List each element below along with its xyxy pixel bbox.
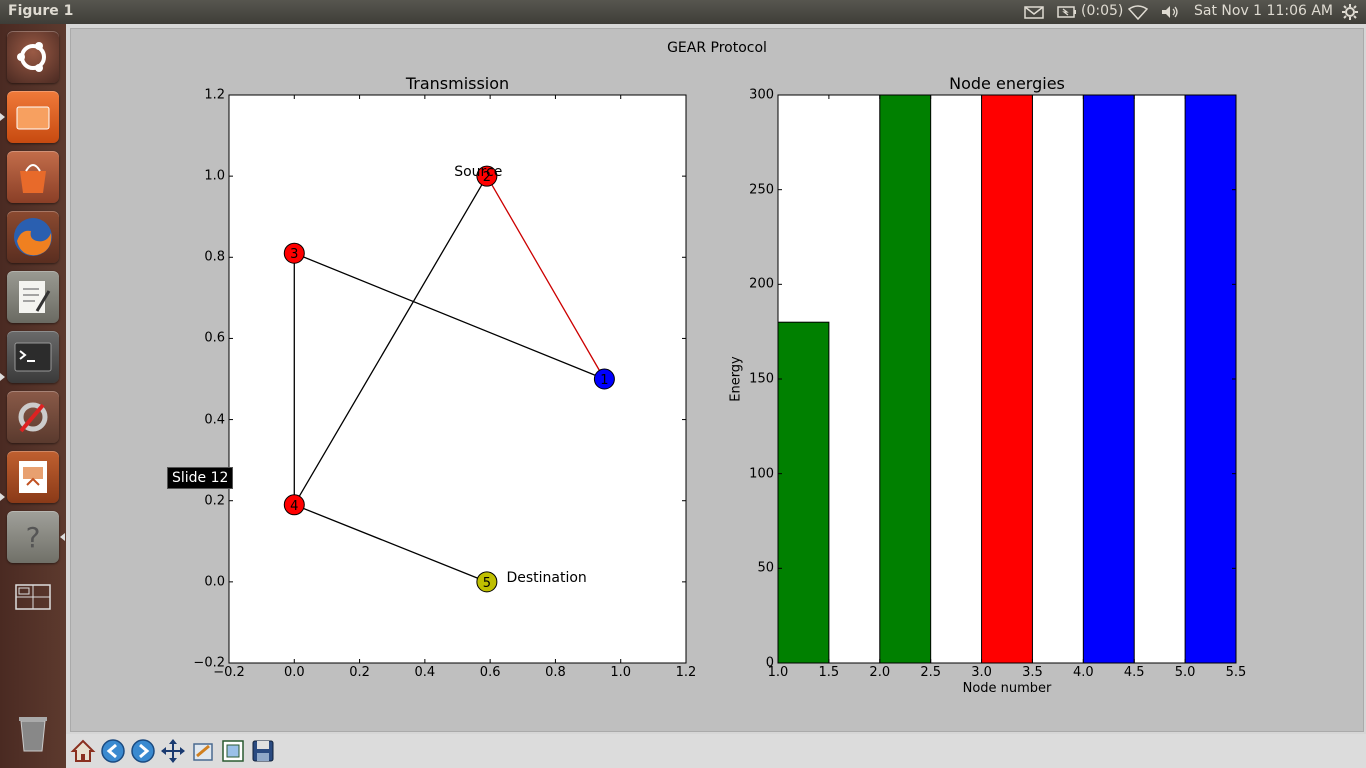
- wifi-icon[interactable]: [1128, 4, 1148, 20]
- x-tick-label: 4.5: [1123, 665, 1145, 680]
- battery-time: (0:05): [1081, 3, 1124, 19]
- edge-2-1: [486, 175, 605, 380]
- subplots-icon[interactable]: [219, 737, 247, 765]
- x-tick-label: 2.0: [869, 665, 891, 680]
- x-tick-label: 0.8: [545, 665, 566, 680]
- launcher: ?: [0, 24, 67, 768]
- y-tick-label: 1.2: [204, 87, 225, 103]
- x-tick-label: 1.2: [675, 665, 697, 680]
- text-editor-icon[interactable]: [7, 271, 59, 323]
- y-tick-label: −0.2: [193, 655, 225, 671]
- axes-title: Transmission: [405, 74, 510, 93]
- files-icon[interactable]: [7, 91, 59, 143]
- annotation-source: Source: [454, 164, 502, 180]
- toolbar: [66, 734, 1366, 768]
- bar-node-5: [1184, 94, 1237, 664]
- node-1: [593, 368, 615, 390]
- figure-suptitle: GEAR Protocol: [667, 40, 767, 56]
- forward-icon[interactable]: [129, 737, 157, 765]
- y-tick-label: 0.2: [204, 493, 225, 509]
- tooltip: Slide 12: [167, 467, 234, 489]
- x-tick-label: 4.0: [1072, 665, 1094, 680]
- axes-title: Node energies: [949, 74, 1065, 93]
- node-3: [283, 242, 305, 264]
- y-tick-label: 0: [765, 655, 774, 671]
- y-tick-label: 50: [757, 560, 774, 576]
- y-tick-label: 150: [749, 371, 774, 387]
- help-icon[interactable]: ?: [7, 511, 59, 563]
- x-tick-label: 3.0: [971, 665, 992, 680]
- system-settings-icon[interactable]: [7, 391, 59, 443]
- trash-icon[interactable]: [7, 707, 59, 759]
- x-axis-label: Node number: [962, 681, 1052, 696]
- y-tick-label: 0.8: [204, 249, 225, 265]
- back-icon[interactable]: [99, 737, 127, 765]
- edge-4-5: [294, 504, 488, 583]
- node-label-5: 5: [483, 576, 491, 591]
- bar-node-3: [981, 94, 1033, 664]
- figure-canvas: GEAR Protocol 1 2 3 4 5 Source Destination −0.…: [70, 28, 1364, 732]
- clock[interactable]: Sat Nov 1 11:06 AM: [1194, 3, 1333, 19]
- x-tick-label: 1.0: [767, 665, 789, 680]
- node-label-2: 2: [483, 170, 491, 185]
- top-panel: Figure 1 (0:05) Sat Nov 1 11:06 AM: [0, 0, 1366, 24]
- launcher-arrow: [0, 373, 5, 381]
- mail-icon[interactable]: [1024, 4, 1044, 20]
- y-tick-label: 300: [749, 87, 774, 103]
- x-tick-label: 0.2: [349, 665, 370, 680]
- node-label-4: 4: [290, 499, 298, 514]
- node-label-3: 3: [290, 247, 298, 262]
- plot-area: 1 2 3 4 5 Source Destination: [228, 94, 1237, 664]
- node-2: [476, 165, 498, 187]
- battery-icon[interactable]: [1057, 4, 1077, 20]
- x-tick-label: 1.0: [610, 665, 632, 680]
- x-tick-label: −0.2: [213, 665, 245, 680]
- home-icon[interactable]: [69, 737, 97, 765]
- node-4: [283, 494, 305, 516]
- x-tick-label: 1.5: [818, 665, 840, 680]
- y-tick-label: 100: [749, 466, 774, 482]
- save-icon[interactable]: [249, 737, 277, 765]
- x-tick-label: 2.5: [920, 665, 941, 680]
- x-tick-label: 5.5: [1225, 665, 1247, 680]
- y-tick-label: 0.4: [204, 412, 225, 428]
- y-tick-label: 0.0: [204, 574, 225, 590]
- launcher-active-arrow: [60, 533, 65, 541]
- bar-node-1: [777, 321, 830, 664]
- axes-background: [229, 95, 686, 663]
- bar-node-4: [1082, 94, 1135, 664]
- launcher-arrow: [0, 493, 5, 501]
- impress-icon[interactable]: [7, 451, 59, 503]
- ubuntu-dash-icon[interactable]: [7, 31, 59, 83]
- x-tick-label: 5.0: [1174, 665, 1196, 680]
- window-title: Figure 1: [8, 3, 74, 19]
- y-axis-label: Energy: [728, 356, 744, 402]
- y-tick-label: 200: [749, 276, 774, 292]
- launcher-arrow: [0, 113, 5, 121]
- bar-node-2: [879, 94, 932, 664]
- node-label-1: 1: [600, 373, 608, 388]
- volume-icon[interactable]: [1160, 4, 1180, 20]
- node-5: [476, 571, 498, 593]
- figure-window: GEAR Protocol 1 2 3 4 5 Source Destination −0.…: [66, 24, 1366, 768]
- annotation-destination: Destination: [506, 570, 586, 586]
- edge-2-4: [293, 175, 488, 506]
- y-tick-label: 1.0: [204, 168, 225, 184]
- gear-icon[interactable]: [1340, 4, 1360, 20]
- x-tick-label: 3.5: [1022, 665, 1043, 680]
- firefox-icon[interactable]: [7, 211, 59, 263]
- axes-frame: [228, 94, 687, 664]
- x-tick-label: 0.0: [283, 665, 305, 680]
- x-tick-label: 0.6: [479, 665, 501, 680]
- svg-text:?: ?: [26, 521, 41, 554]
- edge-3-1: [294, 252, 605, 380]
- pan-icon[interactable]: [159, 737, 187, 765]
- zoom-rect-icon[interactable]: [189, 737, 217, 765]
- terminal-icon[interactable]: [7, 331, 59, 383]
- y-tick-label: 250: [749, 182, 774, 198]
- workspace-switcher-icon[interactable]: [7, 571, 59, 623]
- software-center-icon[interactable]: [7, 151, 59, 203]
- x-tick-label: 0.4: [414, 665, 436, 680]
- y-tick-label: 0.6: [204, 330, 225, 346]
